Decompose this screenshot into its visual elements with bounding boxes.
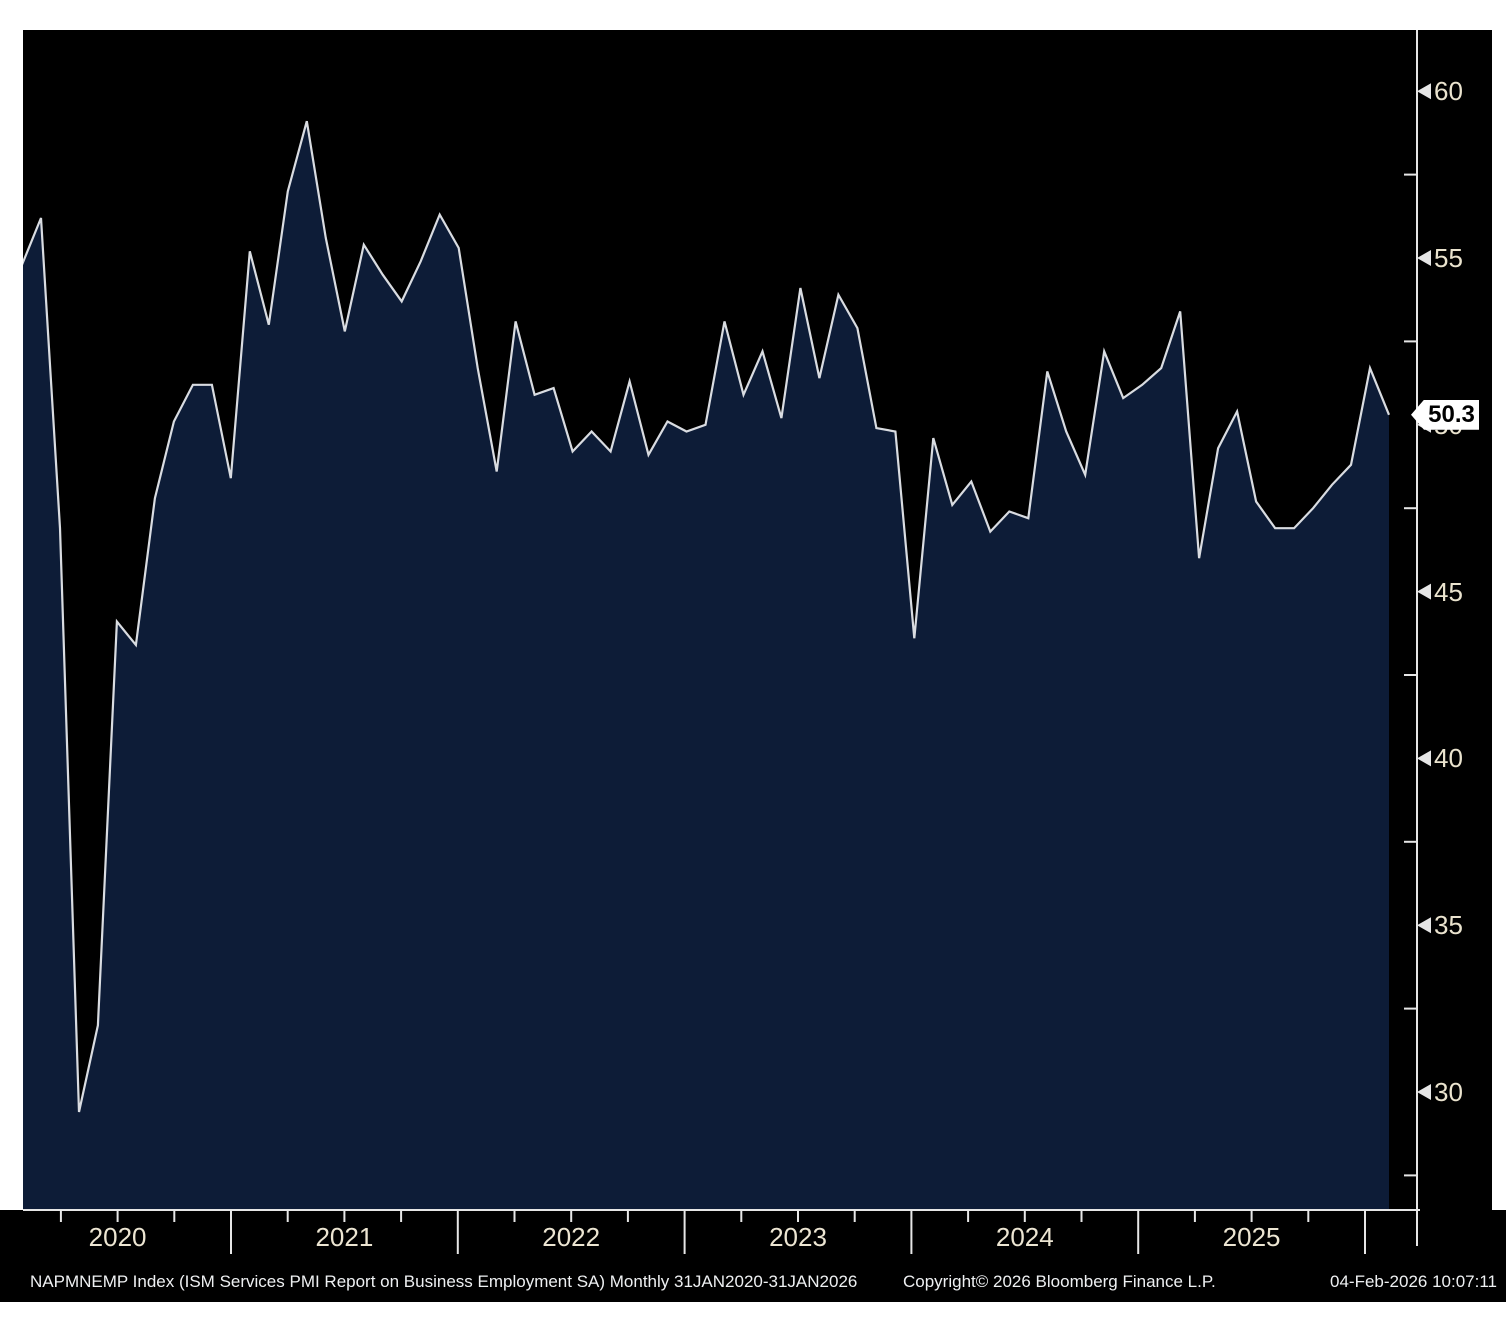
last-value-badge: 50.3 [1411, 399, 1479, 430]
series-line [23, 120, 1391, 1113]
series-area [23, 121, 1389, 1209]
chart-description: NAPMNEMP Index (ISM Services PMI Report … [30, 1272, 858, 1291]
y-axis-label: 35 [1434, 910, 1463, 941]
y-axis-label: 45 [1434, 576, 1463, 607]
y-axis-label: 40 [1434, 743, 1463, 774]
x-axis-year-label: 2023 [769, 1222, 827, 1252]
x-axis-year-label: 2024 [995, 1222, 1054, 1252]
timestamp: 04-Feb-2026 10:07:11 [1330, 1272, 1497, 1291]
copyright-notice: Copyright© 2026 Bloomberg Finance L.P. [903, 1272, 1216, 1291]
y-major-tick-arrow [1417, 750, 1431, 767]
y-axis-label: 30 [1434, 1077, 1463, 1107]
y-major-tick-arrow [1417, 583, 1431, 600]
x-axis-year-label: 2022 [542, 1222, 601, 1252]
y-major-tick-arrow [1417, 917, 1431, 934]
y-major-tick-arrow [1417, 83, 1431, 100]
footer-band [0, 1210, 1506, 1302]
y-major-tick-arrow [1417, 250, 1431, 266]
y-axis-label: 55 [1434, 243, 1463, 273]
x-axis-year-label: 2020 [88, 1222, 147, 1252]
x-axis-year-label: 2021 [315, 1222, 374, 1252]
x-axis-year-label: 2025 [1222, 1222, 1281, 1252]
y-major-tick-arrow [1417, 1084, 1431, 1100]
y-axis-label: 60 [1434, 76, 1463, 107]
